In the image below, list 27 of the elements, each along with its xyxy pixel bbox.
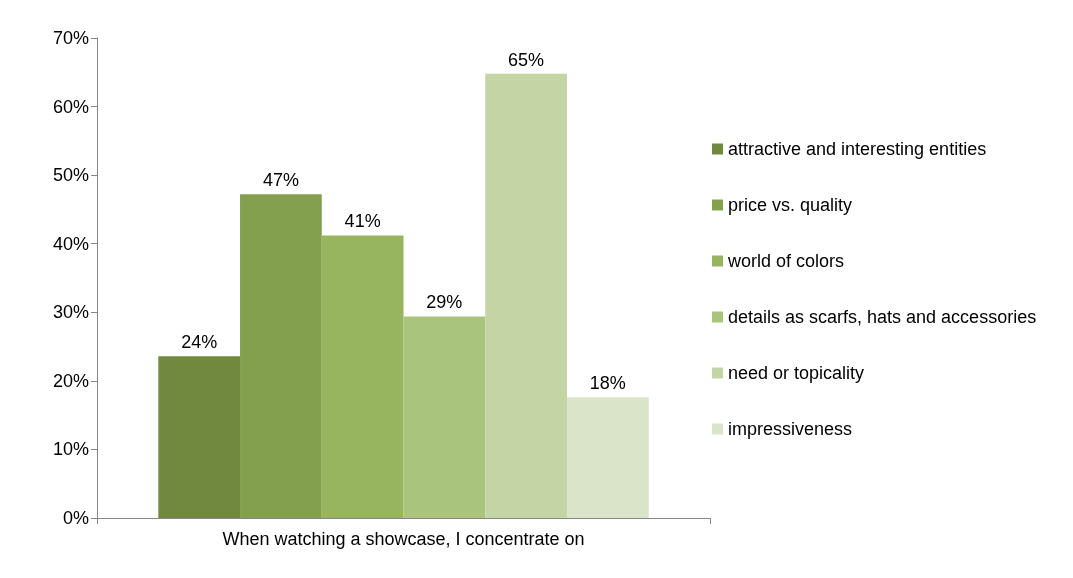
- data-label: 24%: [181, 332, 218, 353]
- bar: [485, 73, 567, 518]
- y-tick-label: 60%: [52, 96, 89, 117]
- legend-label: need or topicality: [728, 363, 865, 383]
- legend-label: attractive and interesting entities: [728, 139, 987, 159]
- data-label: 47%: [262, 170, 299, 191]
- y-tick-label: 40%: [52, 233, 89, 254]
- y-tick-label: 0%: [62, 508, 89, 528]
- y-tick-label: 70%: [52, 28, 89, 48]
- bar: [158, 356, 241, 518]
- y-tick-label: 10%: [52, 439, 89, 460]
- data-label: 41%: [344, 211, 381, 232]
- bar: [321, 235, 404, 518]
- legend-label: details as scarfs, hats and accessories: [728, 307, 1037, 327]
- x-tick-label: When watching a showcase, I concentrate on: [222, 529, 585, 549]
- bar: [240, 194, 322, 518]
- data-label: 29%: [426, 292, 463, 313]
- y-tick-label: 30%: [52, 302, 89, 323]
- bar: [566, 397, 649, 518]
- y-tick-label: 20%: [52, 370, 89, 391]
- legend-label: price vs. quality: [728, 195, 853, 215]
- legend-label: world of colors: [727, 251, 845, 271]
- legend-label: impressiveness: [728, 419, 853, 439]
- data-label: 65%: [508, 49, 545, 70]
- y-tick-label: 50%: [52, 165, 89, 186]
- bar: [403, 316, 486, 518]
- data-label: 18%: [589, 373, 626, 394]
